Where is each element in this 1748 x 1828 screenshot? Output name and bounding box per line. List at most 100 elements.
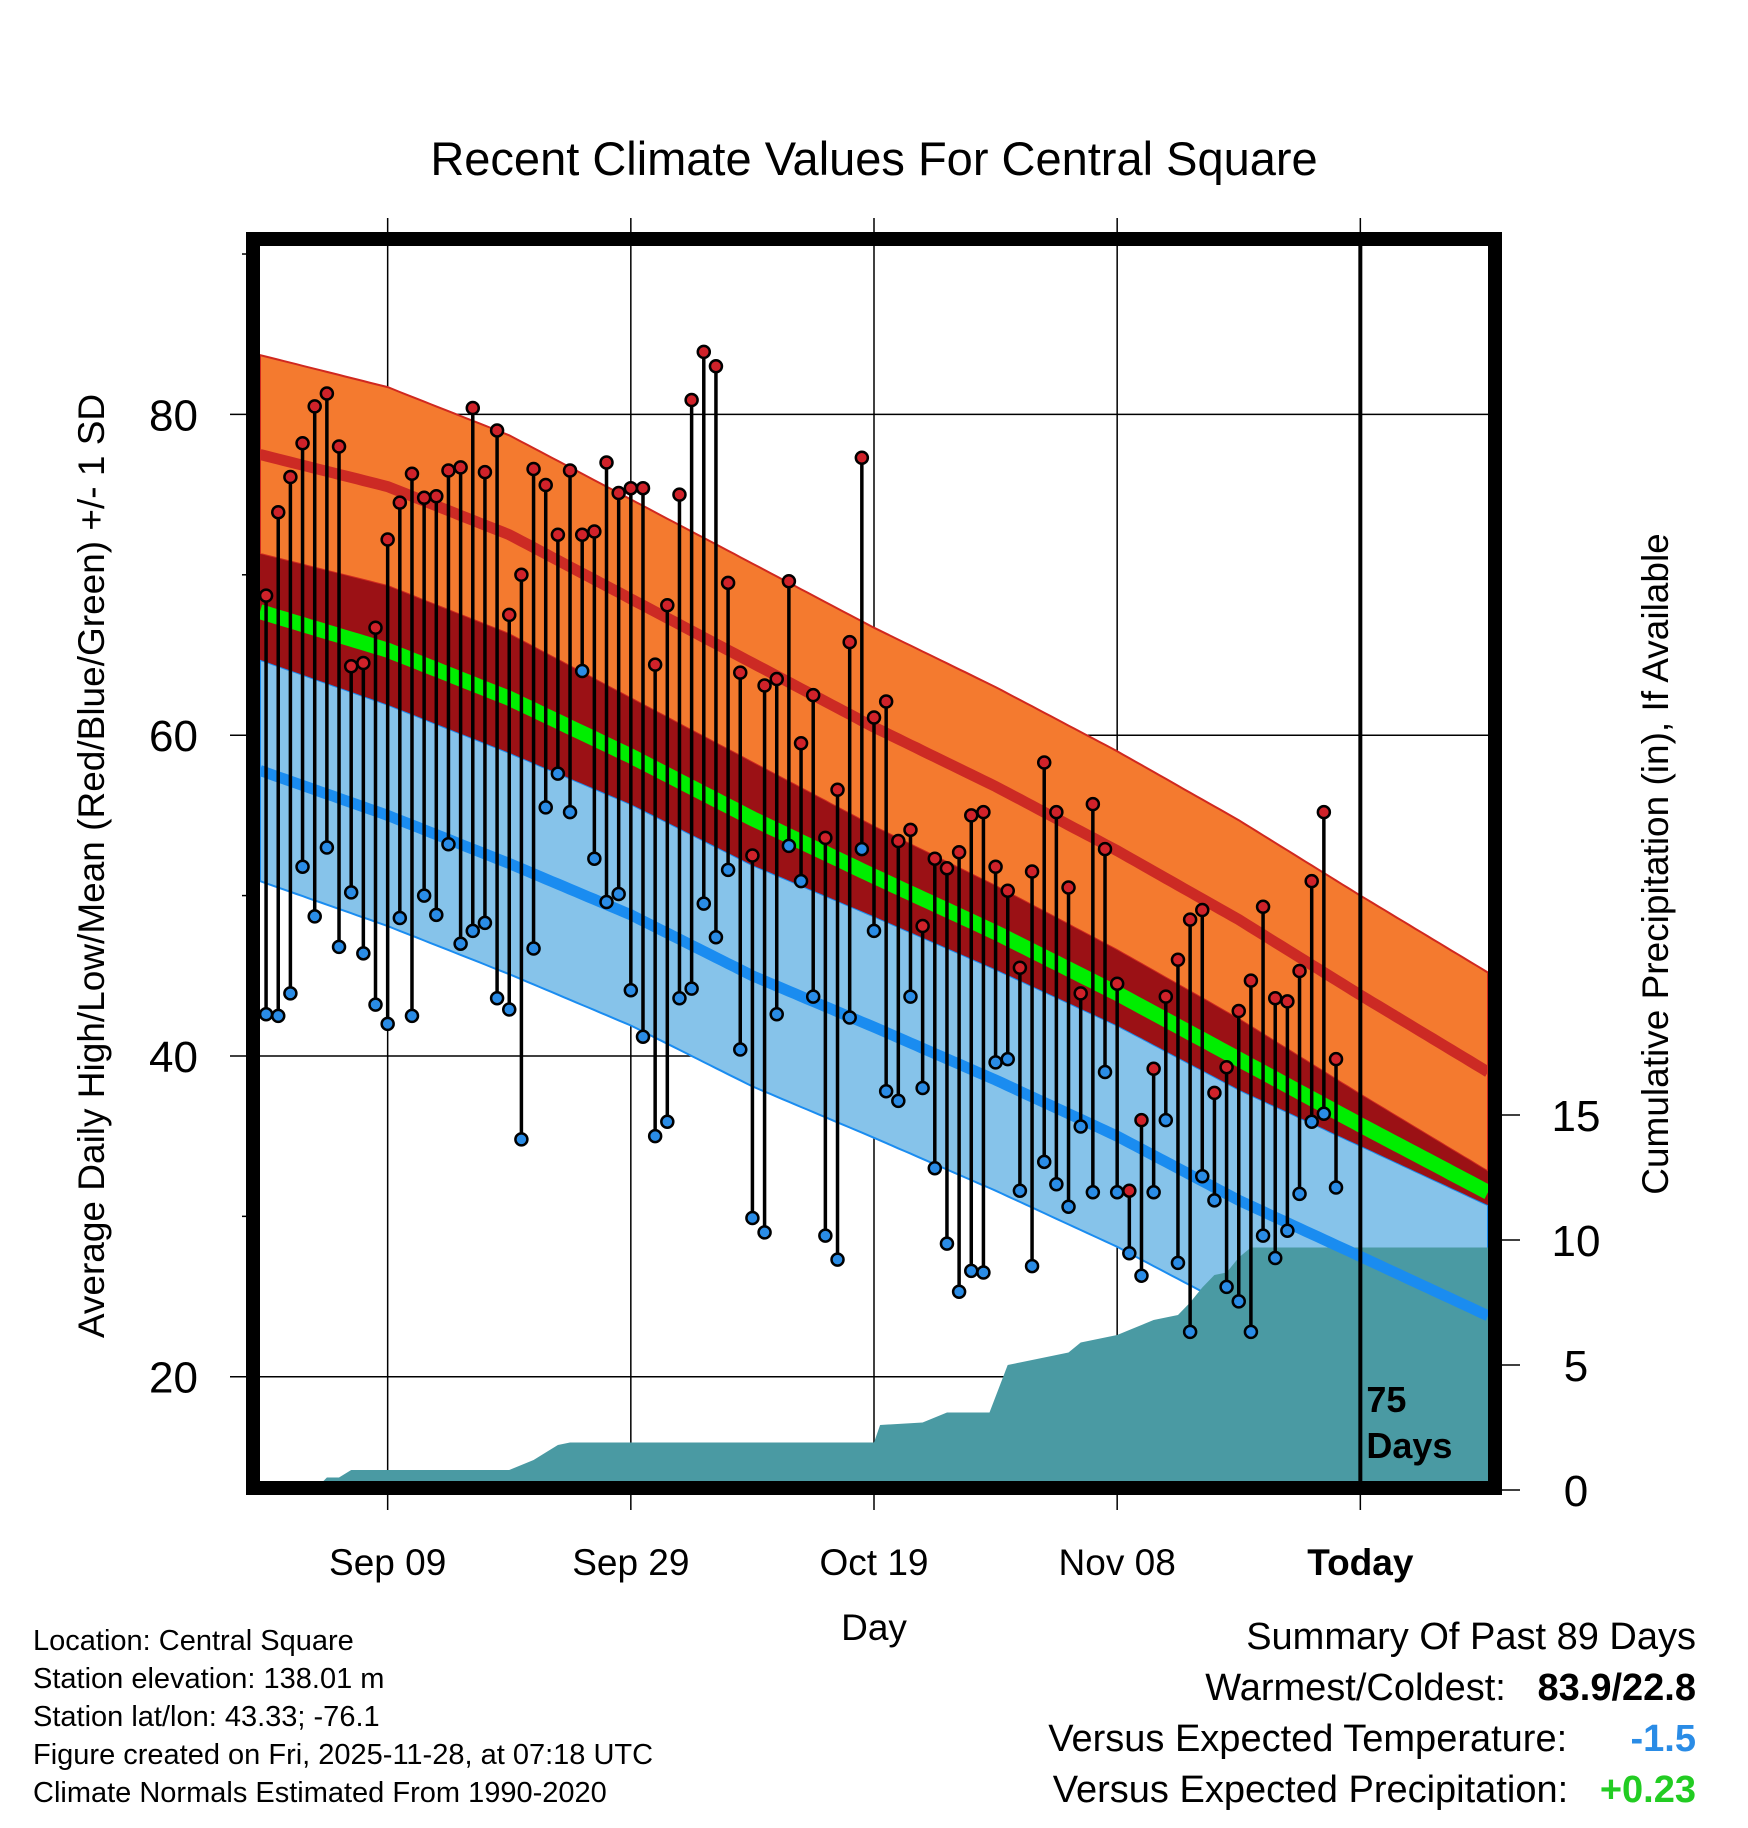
obs-high-point [891,833,906,849]
obs-high-point [404,466,420,482]
obs-low-point [331,939,347,955]
obs-low-point [1097,1064,1113,1080]
obs-low-point [1012,1183,1028,1198]
obs-high-point [260,588,274,603]
obs-low-point [1000,1051,1015,1067]
obs-high-point [465,400,481,416]
obs-high-point [307,399,322,414]
obs-high-point [538,477,553,493]
obs-low-point [1073,1119,1088,1134]
obs-low-point [599,894,614,910]
obs-high-point [319,386,335,401]
obs-high-point [1328,1051,1344,1067]
y-tick-label: 40 [149,1033,198,1082]
obs-low-point [453,936,468,951]
obs-low-point [672,990,687,1006]
obs-high-point [392,495,408,510]
obs-high-point [587,524,602,539]
obs-high-point [635,480,651,496]
y-tick-label: 20 [149,1354,198,1403]
obs-low-point [939,1236,955,1251]
obs-high-point [441,463,456,478]
plot-area: 75 Days [260,246,1488,1481]
chart-title: Recent Climate Values For Central Square [430,132,1317,185]
obs-high-point [1073,986,1088,1001]
obs-low-point [1207,1193,1222,1208]
obs-low-point [404,1008,420,1024]
latlon-line: Station lat/lon: 43.33; -76.1 [33,1701,380,1733]
obs-high-point [1243,973,1259,988]
obs-low-point [429,907,444,923]
obs-high-point [623,480,639,496]
x-tick-label: Oct 19 [820,1542,929,1583]
x-tick-label: Sep 29 [572,1542,689,1583]
obs-high-point [343,658,359,674]
obs-high-point [489,423,505,438]
y2-tick-label: 0 [1564,1467,1588,1516]
obs-high-point [781,573,797,589]
obs-high-point [574,527,590,542]
obs-low-point [951,1284,967,1299]
obs-low-point [866,923,882,939]
obs-high-point [988,859,1003,874]
x-tick-label: Sep 09 [329,1542,446,1583]
obs-high-point [939,861,955,876]
obs-high-point [295,436,310,451]
obs-low-point [295,859,310,874]
obs-high-point [1134,1112,1149,1128]
obs-low-point [380,1016,395,1032]
today-days-label: Days [1366,1425,1452,1466]
obs-high-point [611,485,626,501]
obs-high-point [1122,1183,1137,1198]
plot-content [260,246,1488,1481]
obs-high-point [964,808,979,823]
obs-high-point [805,687,821,703]
obs-low-point [1170,1255,1186,1271]
obs-high-point [733,665,748,680]
temp-anomaly-value: -1.5 [1630,1718,1696,1760]
obs-high-point [720,575,736,591]
obs-high-point [1170,952,1186,967]
obs-high-point [1280,994,1295,1009]
obs-low-point [1280,1223,1295,1239]
obs-high-point [708,359,724,374]
obs-high-point [550,527,566,542]
obs-low-point [696,896,712,911]
obs-low-point [1061,1199,1076,1214]
obs-high-point [757,678,772,693]
obs-low-point [283,986,298,1001]
obs-low-point [623,982,639,998]
summary-title: Summary Of Past 89 Days [1246,1616,1696,1658]
obs-high-point [1195,902,1210,918]
obs-high-point [356,655,371,671]
location-info: Location: Central Square Station elevati… [33,1622,653,1812]
obs-high-point [1292,963,1307,979]
obs-low-point [903,989,918,1004]
y2-tick-label: 10 [1552,1217,1601,1266]
obs-low-point [574,663,590,679]
obs-high-point [818,830,833,846]
precip-anomaly-value: +0.23 [1599,1769,1696,1811]
figure-created-line: Figure created on Fri, 2025-11-28, at 07… [33,1739,654,1771]
obs-low-point [660,1114,675,1129]
obs-high-point [368,620,383,635]
obs-low-point [1195,1169,1210,1184]
obs-low-point [988,1055,1003,1070]
obs-high-point [830,782,845,797]
temp-anomaly-row: Versus Expected Temperature: -1.5 [1048,1714,1696,1765]
obs-high-point [1255,899,1271,915]
obs-high-point [1085,796,1101,812]
obs-high-point [660,598,675,613]
y2-tick-label: 15 [1552,1092,1601,1141]
obs-low-point [733,1042,748,1057]
obs-high-point [1207,1085,1222,1101]
obs-high-point [429,488,444,504]
obs-high-point [793,735,809,751]
obs-low-point [392,910,408,926]
x-tick-label: Nov 08 [1059,1542,1176,1583]
obs-low-point [260,1007,274,1022]
obs-high-point [1267,990,1283,1006]
elevation-line: Station elevation: 138.01 m [33,1663,385,1695]
obs-high-point [599,455,614,470]
